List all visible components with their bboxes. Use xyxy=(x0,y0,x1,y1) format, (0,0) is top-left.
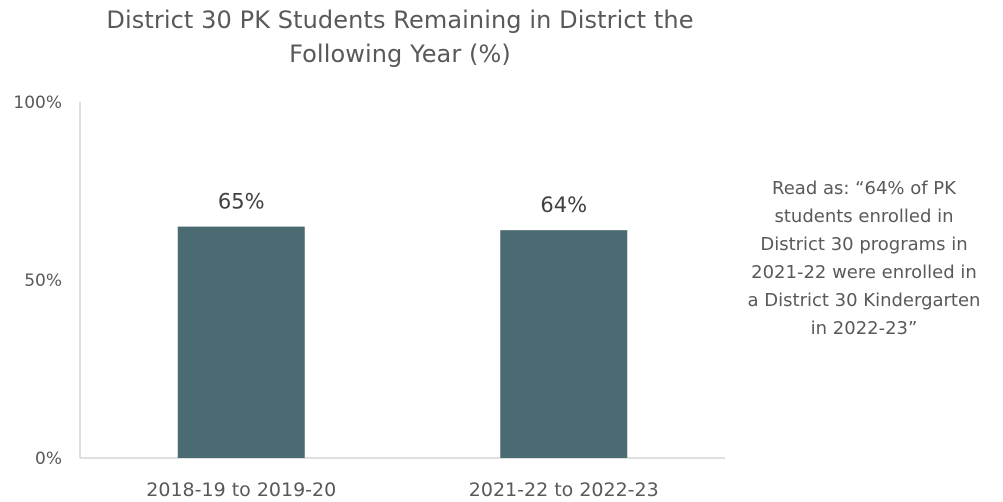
y-tick-labels: 0% 50% 100% xyxy=(13,93,62,469)
annotation-line: Read as: “64% of PK xyxy=(772,178,956,199)
annotation-line: a District 30 Kindergarten xyxy=(747,290,981,311)
annotation-line: District 30 programs in xyxy=(760,234,968,255)
data-labels: 65% 64% xyxy=(218,190,587,218)
x-tick-label: 2018-19 to 2019-20 xyxy=(146,479,336,501)
data-label: 65% xyxy=(218,190,265,214)
chart-title-line-1: District 30 PK Students Remaining in Dis… xyxy=(106,6,694,34)
data-label: 64% xyxy=(540,193,587,217)
x-tick-label: 2021-22 to 2022-23 xyxy=(469,479,659,501)
y-tick-label: 0% xyxy=(35,449,62,469)
annotation-note: Read as: “64% of PK students enrolled in… xyxy=(728,175,1000,343)
annotation-line: in 2022-23” xyxy=(810,318,918,339)
x-tick-labels: 2018-19 to 2019-20 2021-22 to 2022-23 xyxy=(146,479,658,501)
y-tick-label: 50% xyxy=(24,271,62,291)
annotation-line: students enrolled in xyxy=(774,206,954,227)
y-tick-label: 100% xyxy=(13,93,62,113)
bar xyxy=(177,226,305,458)
chart-title-line-2: Following Year (%) xyxy=(289,40,511,68)
bar xyxy=(500,230,628,458)
annotation-line: 2021-22 were enrolled in xyxy=(751,262,977,283)
bars xyxy=(177,226,628,458)
